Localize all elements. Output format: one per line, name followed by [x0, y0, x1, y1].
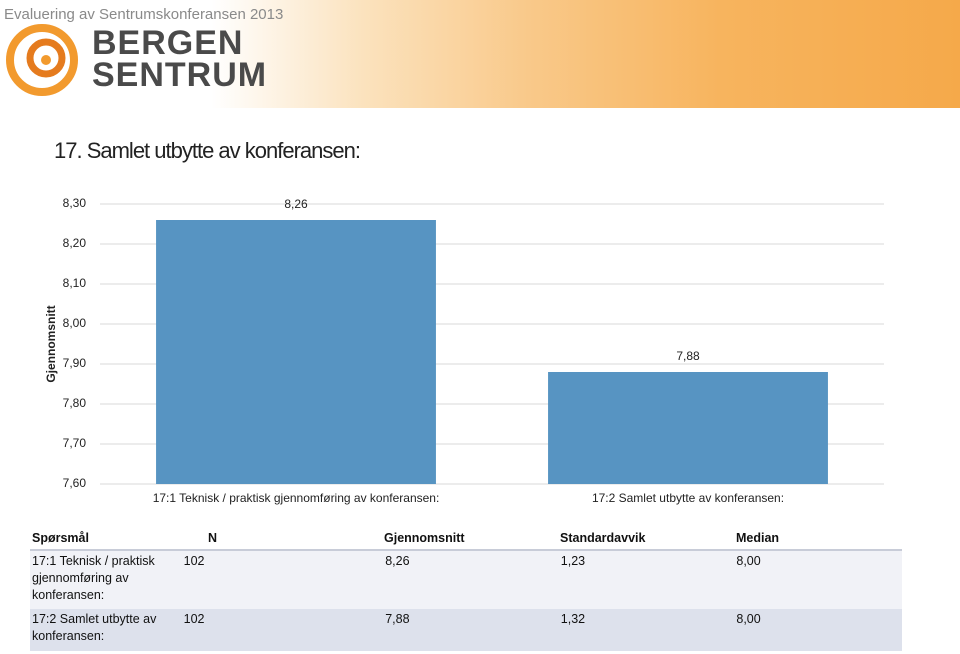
y-tick-label: 8,20: [63, 236, 87, 250]
chart-title: 17. Samlet utbytte av konferansen:: [54, 138, 360, 163]
value-label: 8,26: [284, 197, 308, 211]
y-axis-label: Gjennomsnitt: [44, 305, 58, 382]
header-title: Evaluering av Sentrumskonferansen 2013: [4, 6, 284, 23]
table-cell: 8,00: [736, 612, 761, 626]
table-cell: 8,26: [385, 554, 410, 568]
table-cell: 17:1 Teknisk / praktisk gjennomføring av…: [32, 554, 155, 602]
y-tick-label: 7,80: [63, 396, 87, 410]
table-row: 17:2 Samlet utbytte av konferansen: 102 7,…: [30, 609, 902, 651]
column-header: Spørsmål: [32, 531, 89, 545]
y-tick-label: 7,60: [63, 476, 87, 490]
column-header: Gjennomsnitt: [384, 531, 465, 545]
x-tick-label: 17:2 Samlet utbytte av konferansen:: [592, 491, 784, 505]
y-tick-label: 7,70: [63, 436, 87, 450]
column-header: Median: [736, 531, 780, 545]
chart: 17. Samlet utbytte av konferansen: Gjenn…: [44, 138, 884, 505]
logo-inner: [26, 38, 66, 78]
logo-ring: [6, 24, 78, 96]
table-cell: 8,00: [736, 554, 761, 568]
logo-text: SENTRUM: [92, 56, 268, 94]
x-tick-label: 17:1 Teknisk / praktisk gjennomføring av…: [153, 491, 440, 505]
logo-dot: [41, 55, 51, 65]
table-row: 17:1 Teknisk / praktisk gjennomføring av…: [30, 551, 902, 609]
logo-mark: [6, 24, 78, 96]
table-cell: 102: [183, 612, 205, 626]
table-row: Spørsmål N Gjennomsnitt Standardavvik Median: [30, 528, 902, 551]
table-cell: 102: [183, 554, 205, 568]
header: Evaluering av Sentrumskonferansen 2013 B…: [0, 0, 960, 108]
y-tick-label: 8,10: [63, 276, 87, 290]
column-header: N: [208, 531, 218, 545]
y-tick-label: 8,00: [63, 316, 87, 330]
y-tick-label: 8,30: [63, 196, 87, 210]
table-cell: 17:2 Samlet utbytte av konferansen:: [32, 612, 157, 643]
table-cell: 1,23: [560, 554, 586, 568]
table-cell: 7,88: [385, 612, 410, 626]
logo-text: BERGEN: [92, 24, 244, 62]
bar: [156, 220, 436, 484]
column-header: Standardavvik: [560, 531, 646, 545]
data-table: Spørsmål N Gjennomsnitt Standardavvik Median…: [30, 528, 902, 651]
bar: [548, 372, 828, 484]
y-tick-label: 7,90: [63, 356, 87, 370]
value-label: 7,88: [676, 349, 700, 363]
table-cell: 1,32: [560, 612, 586, 626]
